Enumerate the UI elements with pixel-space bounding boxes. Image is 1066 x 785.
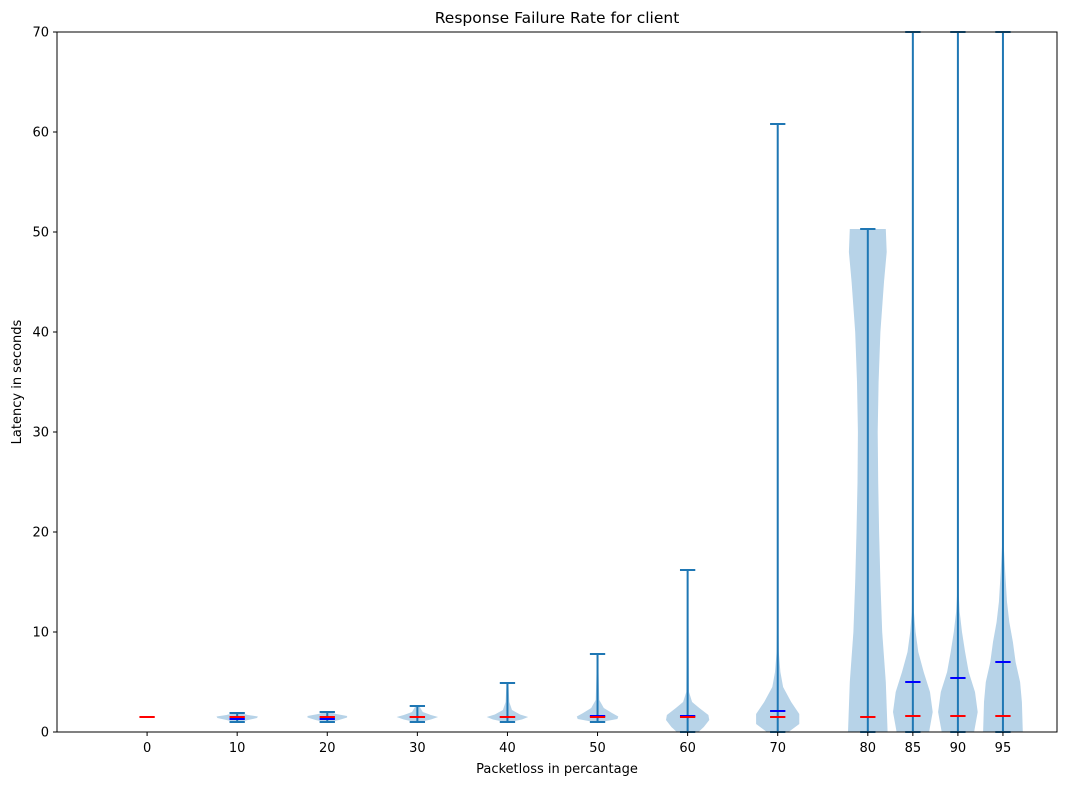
plot-frame: [56, 31, 1058, 733]
x-tick-label: 70: [769, 741, 786, 756]
x-tick-label: 95: [995, 741, 1012, 756]
violin-90: [938, 31, 978, 733]
y-tick-label: 40: [32, 326, 49, 341]
y-tick-label: 20: [32, 526, 49, 541]
x-tick-label: 80: [860, 741, 877, 756]
violin-40: [486, 682, 529, 723]
chart-title: Response Failure Rate for client: [435, 9, 680, 27]
violin-60: [666, 569, 710, 733]
violin-80: [848, 228, 888, 733]
violin-30: [396, 705, 439, 723]
violin-10: [216, 712, 258, 723]
violin-85: [893, 31, 933, 733]
x-tick-label: 30: [409, 741, 426, 756]
y-tick-label: 70: [32, 26, 49, 41]
x-tick-label: 10: [229, 741, 246, 756]
x-tick-label: 20: [319, 741, 336, 756]
violin-50: [576, 653, 619, 723]
violins-layer: [139, 31, 1023, 733]
x-tick-label: 50: [589, 741, 606, 756]
violin-20: [307, 711, 348, 723]
x-tick-label: 85: [905, 741, 922, 756]
y-axis-label: Latency in seconds: [10, 319, 25, 444]
x-tick-label: 60: [679, 741, 696, 756]
x-tick-label: 0: [143, 741, 151, 756]
violin-95: [983, 31, 1023, 733]
x-tick-label: 90: [950, 741, 967, 756]
y-tick-label: 60: [32, 126, 49, 141]
violin-70: [756, 123, 800, 733]
x-tick-label: 40: [499, 741, 516, 756]
y-tick-label: 30: [32, 426, 49, 441]
y-tick-label: 0: [41, 726, 49, 741]
ticks-layer: 0 10 20 30 40 50 60 70 0 10 20 30 40 50 60 70 80 85 90 95: [32, 26, 1011, 757]
y-tick-label: 50: [32, 226, 49, 241]
x-axis-label: Packetloss in percantage: [476, 762, 638, 777]
y-tick-label: 10: [32, 626, 49, 641]
